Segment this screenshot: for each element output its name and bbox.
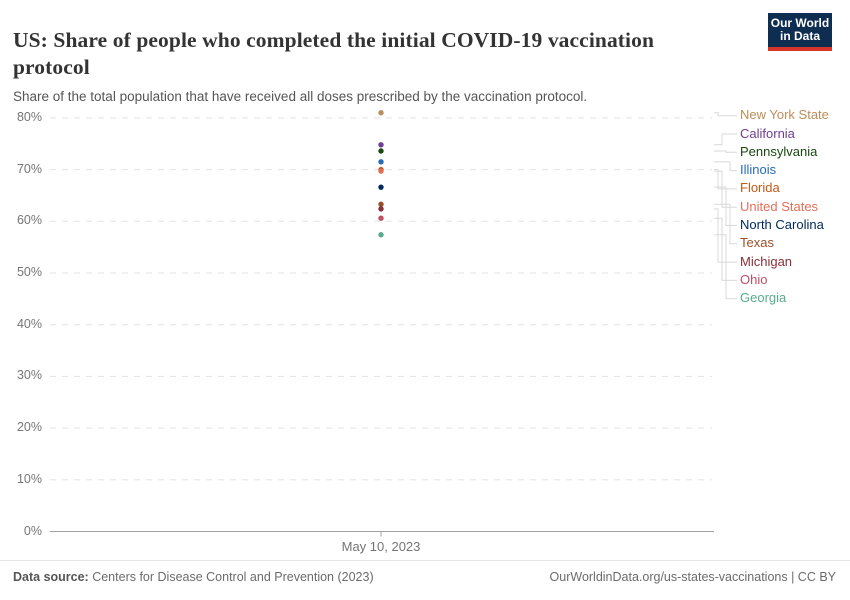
legend-connector [714,186,737,226]
legend-item-new-york-state[interactable]: New York State [740,107,829,123]
y-axis-tick-label: 60% [16,213,42,228]
legend-connector [714,217,737,281]
legend-connector [714,234,737,300]
y-axis-tick-label: 40% [16,316,42,331]
data-point-michigan[interactable] [378,206,384,212]
legend-connector [714,161,737,172]
y-axis-tick-label: 0% [23,523,42,538]
legend-item-illinois[interactable]: Illinois [740,162,777,178]
legend-connector [714,150,737,153]
legend-item-texas[interactable]: Texas [740,235,774,251]
scatter-chart: 0% 10% 20% 30% 40% 50% 60% 70% 80% New York Stat… [0,100,850,560]
data-point-texas[interactable] [378,201,384,207]
data-source: Data source: Centers for Disease Control… [13,570,374,584]
plot-canvas [50,110,737,537]
data-point-ohio[interactable] [378,215,384,221]
data-source-label: Data source: [13,570,89,584]
legend-item-florida[interactable]: Florida [740,180,780,196]
legend-item-georgia[interactable]: Georgia [740,290,787,306]
y-axis-tick-label: 50% [16,265,42,279]
legend-connector [714,112,737,117]
data-source-text: Centers for Disease Control and Preventi… [88,570,374,584]
page-title: US: Share of people who completed the in… [13,28,655,79]
legend-item-california[interactable]: California [740,125,795,141]
owid-logo[interactable]: Our World in Data [768,13,832,51]
legend-item-michigan[interactable]: Michigan [740,253,793,269]
owid-logo-line2: in Data [779,29,820,43]
owid-citation-link[interactable]: OurWorldinData.org/us-states-vaccination… [549,570,836,584]
legend-connector [714,169,737,190]
y-axis-tick-label: 80% [16,109,42,124]
data-point-north-carolina[interactable] [378,184,384,190]
legend-item-north-carolina[interactable]: North Carolina [740,217,824,232]
legend-connector [714,208,737,263]
legend-item-ohio[interactable]: Ohio [740,271,768,287]
data-point-pennsylvania[interactable] [378,148,384,154]
data-point-georgia[interactable] [378,232,384,238]
data-point-united-states[interactable] [378,168,384,174]
footer: Data source: Centers for Disease Control… [0,560,850,600]
x-axis-tick-label: May 10, 2023 [341,538,421,554]
y-axis-tick-label: 20% [16,420,42,435]
legend-connector [714,203,737,245]
owid-logo-line1: Our World [770,15,830,30]
data-point-illinois[interactable] [378,159,384,165]
legend-connector [714,133,737,146]
y-axis-tick-label: 70% [16,161,42,176]
y-axis-tick-label: 30% [16,368,42,383]
legend-item-pennsylvania[interactable]: Pennsylvania [740,143,818,159]
data-point-new-york-state[interactable] [378,110,384,116]
page-subtitle: Share of the total population that have … [13,88,588,104]
legend-item-united-states[interactable]: United States [740,198,819,214]
data-point-california[interactable] [378,142,384,148]
y-axis-tick-label: 10% [16,471,42,486]
